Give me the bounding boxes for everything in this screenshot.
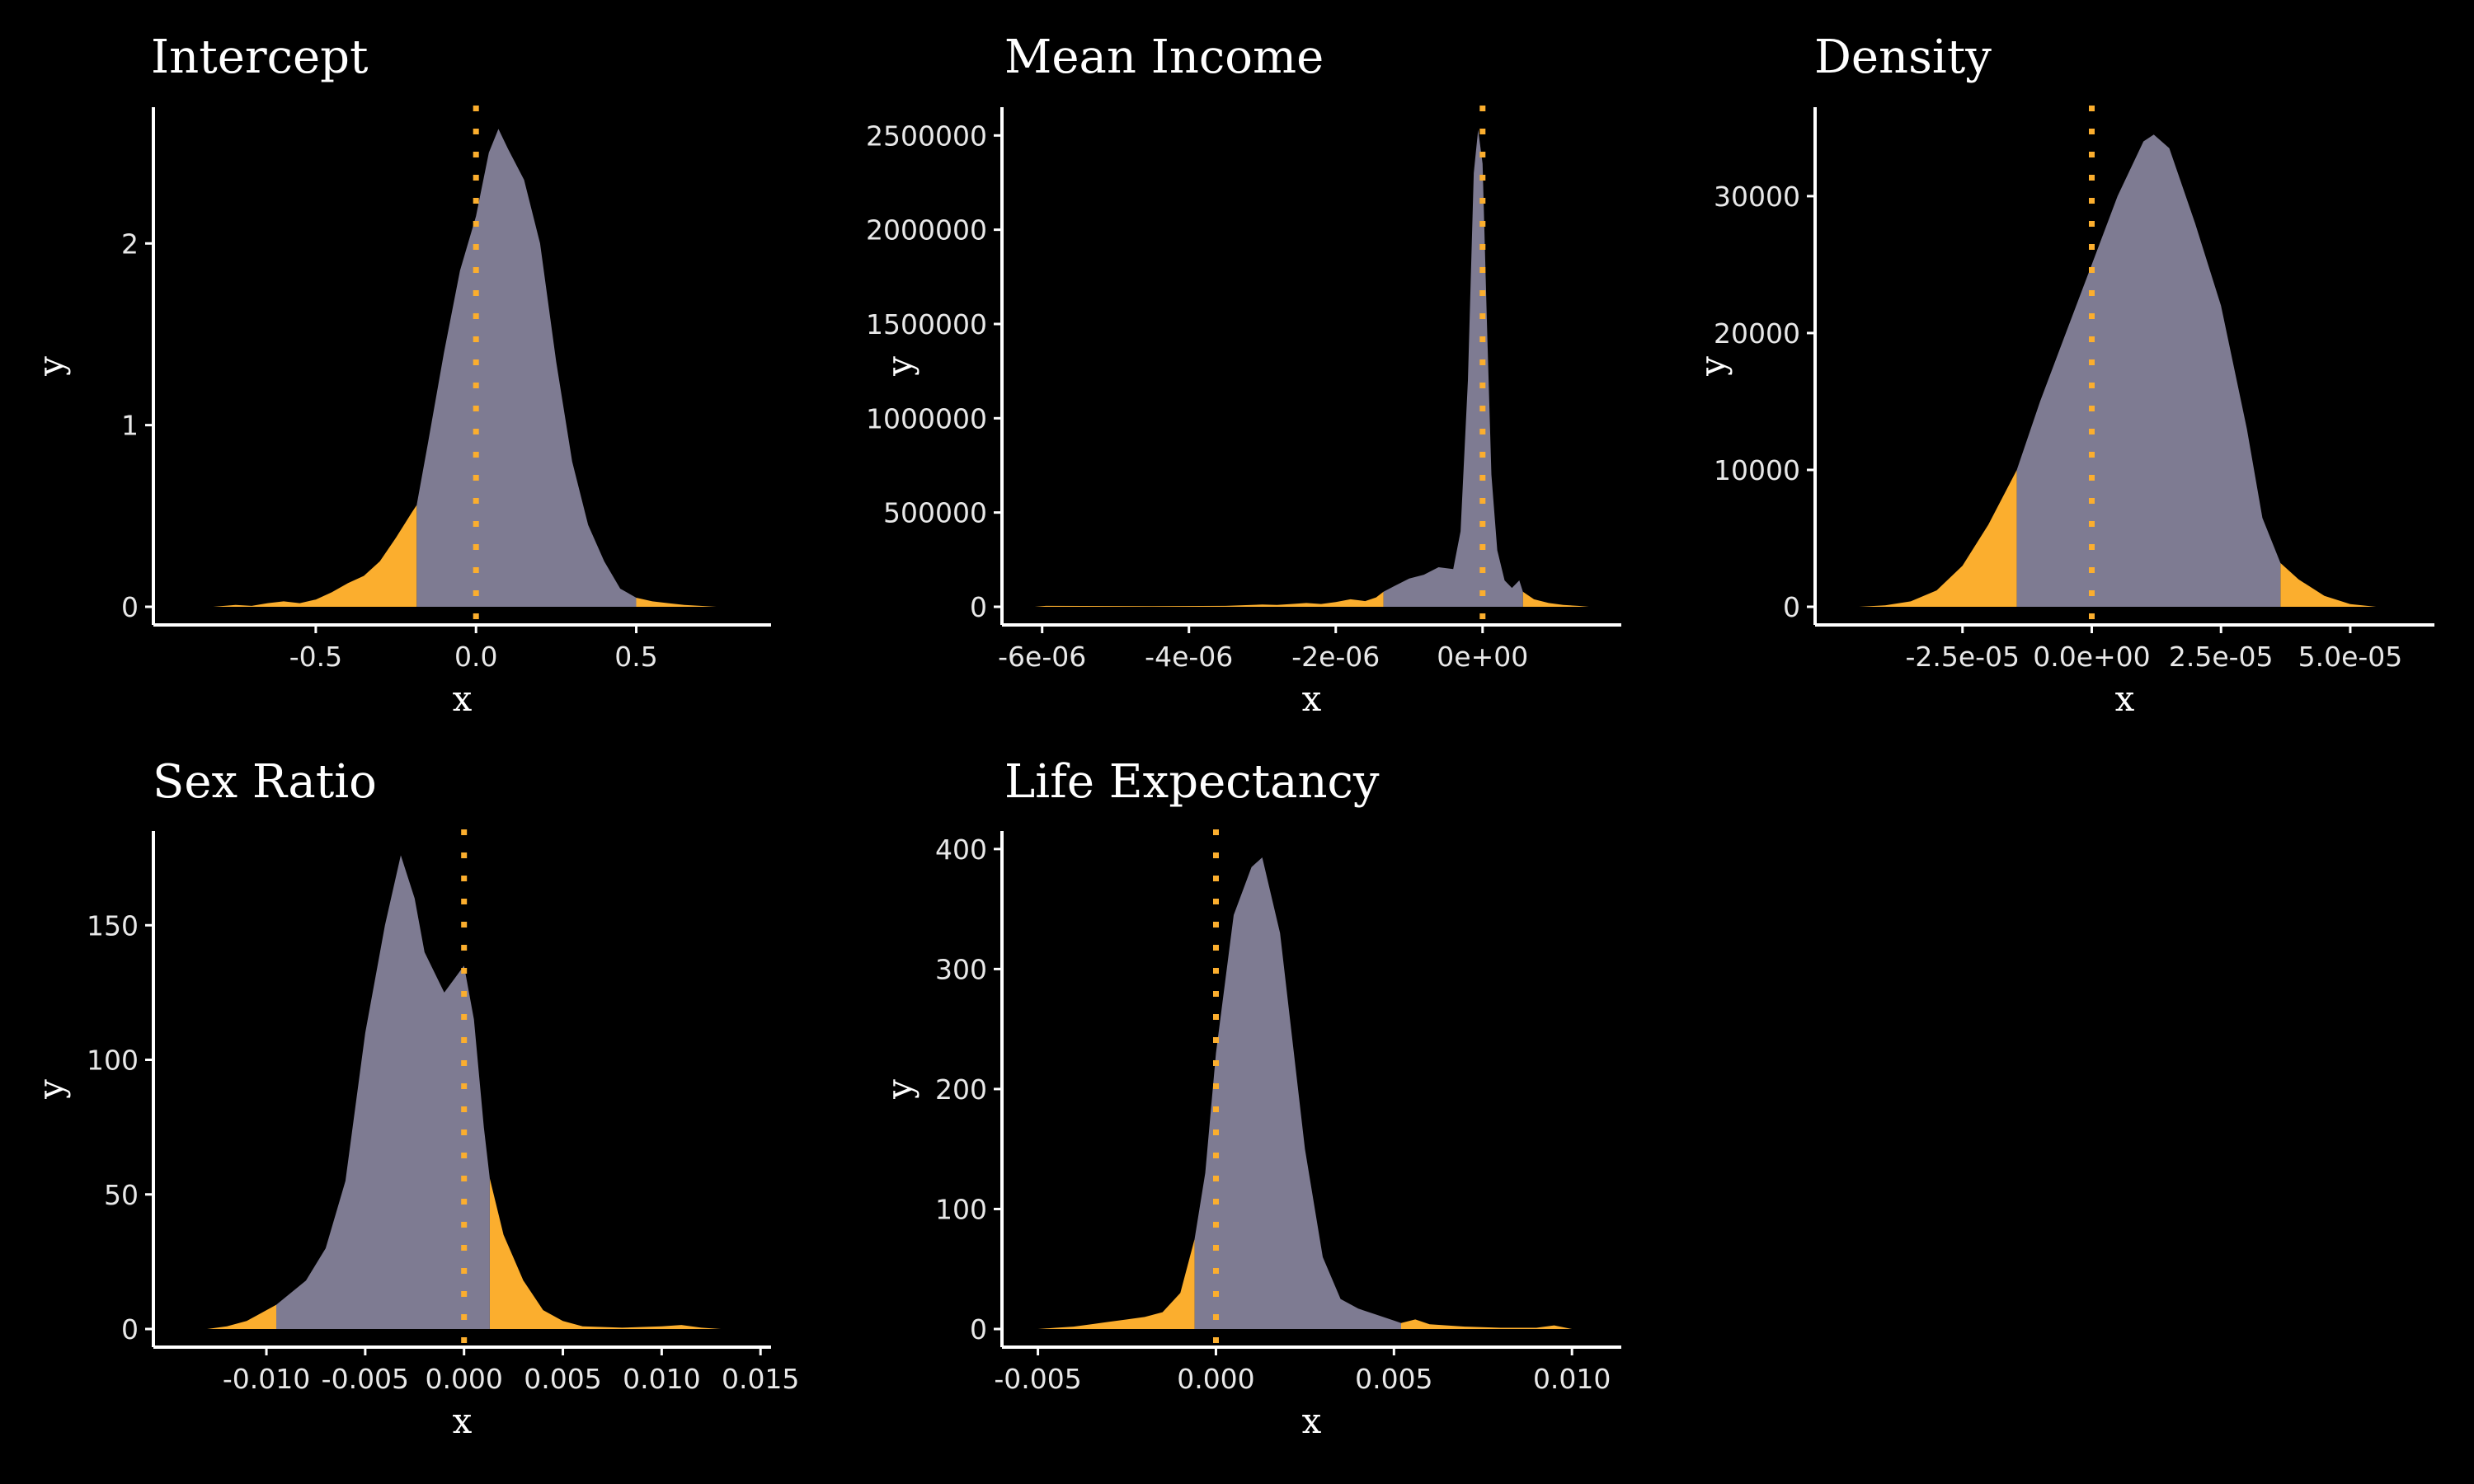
x-tick-label: 0.010 (623, 1363, 700, 1395)
tail-right-area (1401, 1319, 1573, 1329)
tail-right-area (636, 598, 717, 607)
x-tick-label: 0.0 (454, 641, 497, 673)
y-axis-title: y (1692, 356, 1733, 377)
y-tick-label: 10000 (1714, 454, 1800, 486)
panel-title: Life Expectancy (1004, 755, 1380, 809)
y-axis-title: y (31, 356, 71, 377)
central-density-area (276, 855, 490, 1329)
y-axis-title: y (879, 356, 920, 377)
y-tick-label: 1500000 (866, 308, 987, 340)
x-tick-label: 0.005 (524, 1363, 601, 1395)
panel-4: 0 100 200 300 400 -0.005 0.000 0.005 0.010 x y Life… (879, 755, 1621, 1441)
tail-left-area (1034, 591, 1384, 607)
y-tick-label: 0 (121, 1313, 139, 1345)
x-axis-title: x (453, 679, 473, 719)
y-tick-label: 0 (970, 591, 987, 623)
x-tick-label: -0.005 (994, 1363, 1081, 1395)
x-tick-label: -6e-06 (998, 641, 1086, 673)
tail-left-area (1037, 1238, 1195, 1329)
y-tick-label: 200 (935, 1073, 987, 1106)
tail-right-area (489, 1178, 722, 1329)
y-tick-label: 20000 (1714, 317, 1800, 350)
y-tick-label: 50 (104, 1179, 139, 1211)
y-tick-label: 30000 (1714, 181, 1800, 213)
y-tick-label: 500000 (883, 497, 987, 529)
y-axis-title: y (879, 1079, 920, 1100)
x-tick-label: -0.010 (223, 1363, 310, 1395)
y-tick-label: 1000000 (866, 402, 987, 434)
tail-right-area (1522, 591, 1589, 607)
panel-title: Sex Ratio (153, 755, 377, 809)
y-tick-label: 1 (121, 410, 139, 442)
y-tick-label: 2500000 (866, 120, 987, 152)
x-axis-title: x (2115, 679, 2135, 719)
x-axis-title: x (453, 1401, 473, 1441)
x-tick-label: -0.005 (322, 1363, 409, 1395)
central-density-area (1194, 857, 1401, 1329)
y-tick-label: 0 (121, 591, 139, 623)
panel-title: Intercept (151, 31, 369, 84)
x-tick-label: 0.010 (1533, 1363, 1611, 1395)
y-tick-label: 0 (970, 1313, 987, 1345)
y-tick-label: 100 (87, 1045, 139, 1077)
y-tick-label: 100 (935, 1193, 987, 1225)
x-axis-title: x (1302, 1401, 1322, 1441)
central-density-area (416, 129, 637, 607)
central-density-area (1383, 129, 1523, 607)
panel-0: 0 1 2 -0.5 0.0 0.5 x y Intercept (31, 31, 771, 719)
x-tick-label: 0e+00 (1437, 641, 1528, 673)
x-tick-label: -2.5e-05 (1905, 641, 2020, 673)
tail-left-area (213, 505, 417, 607)
y-tick-label: 0 (1783, 591, 1800, 623)
panel-1: 0 500000 1000000 1500000 2000000 2500000 -6e-0… (866, 31, 1621, 719)
y-axis-title: y (31, 1079, 71, 1100)
x-tick-label: 0.000 (425, 1363, 502, 1395)
y-tick-label: 150 (87, 909, 139, 942)
y-tick-label: 300 (935, 953, 987, 985)
x-tick-label: 0.5 (614, 641, 657, 673)
x-tick-label: 2.5e-05 (2169, 641, 2274, 673)
x-tick-label: -0.5 (289, 641, 342, 673)
x-tick-label: -2e-06 (1291, 641, 1380, 673)
x-axis-title: x (1302, 679, 1322, 719)
panel-title: Density (1814, 31, 1992, 84)
tail-left-area (207, 1304, 276, 1329)
x-tick-label: -4e-06 (1145, 641, 1233, 673)
x-tick-label: 0.005 (1355, 1363, 1432, 1395)
panel-title: Mean Income (1004, 31, 1324, 84)
panel-3: 0 50 100 150 -0.010 -0.005 0.000 0.005 0.010 0.01… (31, 755, 799, 1441)
y-tick-label: 400 (935, 834, 987, 866)
tail-left-area (1859, 470, 2017, 607)
panel-2: 0 10000 20000 30000 -2.5e-05 0.0e+00 2.5e-05 5.… (1692, 31, 2434, 719)
tail-right-area (2280, 562, 2377, 607)
y-tick-label: 2 (121, 228, 139, 260)
x-tick-label: 0.000 (1177, 1363, 1254, 1395)
x-tick-label: 5.0e-05 (2298, 641, 2403, 673)
y-tick-label: 2000000 (866, 214, 987, 247)
x-tick-label: 0.0e+00 (2033, 641, 2150, 673)
central-density-area (2016, 134, 2281, 607)
x-tick-label: 0.015 (722, 1363, 799, 1395)
